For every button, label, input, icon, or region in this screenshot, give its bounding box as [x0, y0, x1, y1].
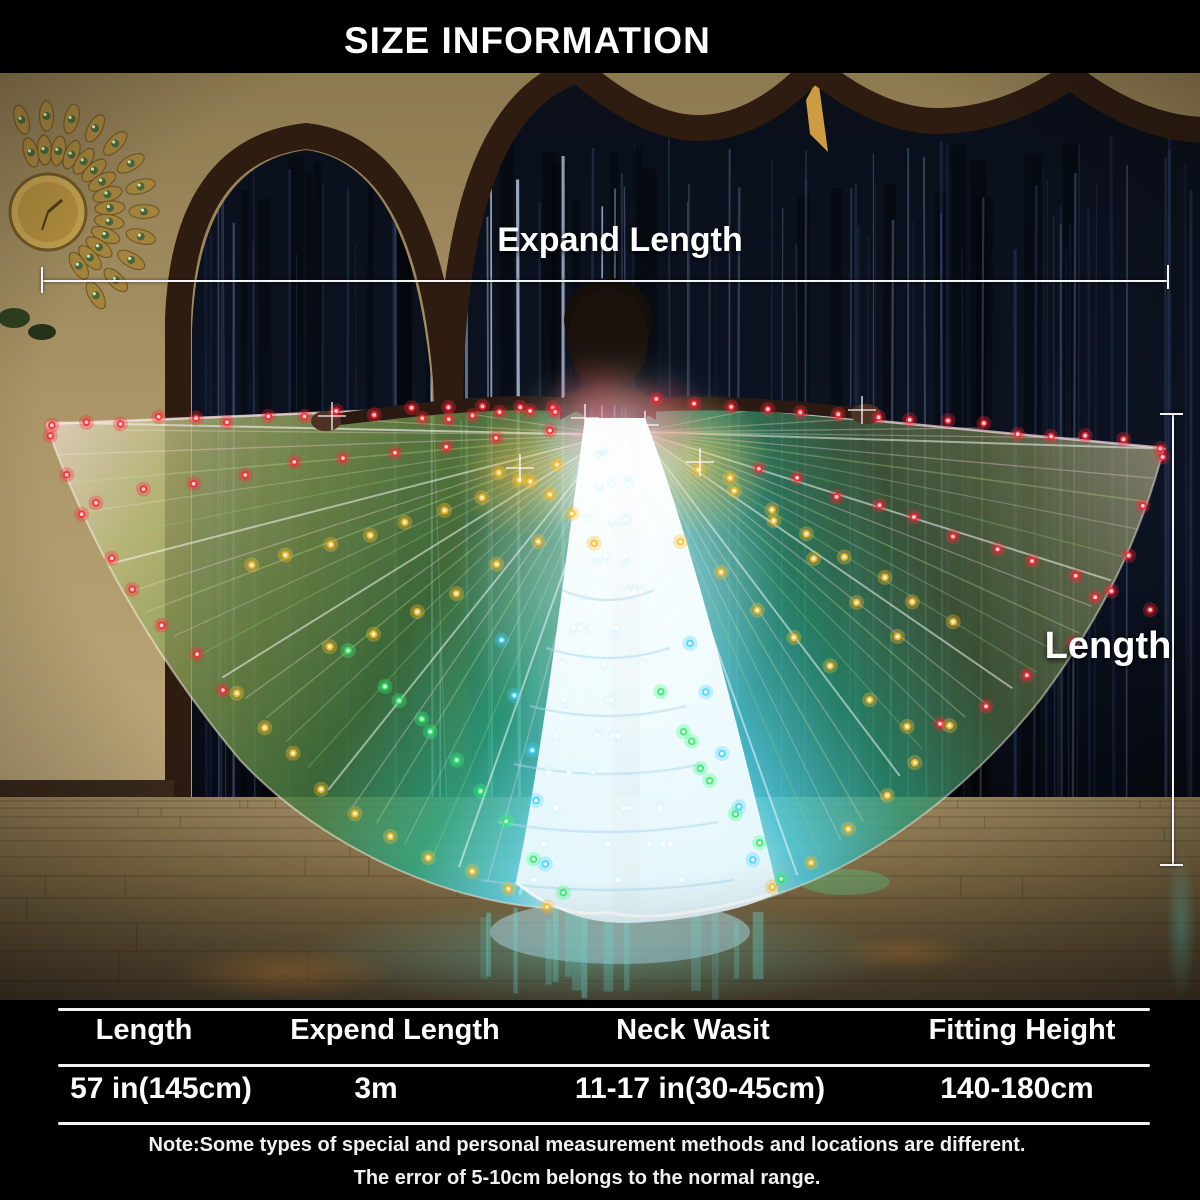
note-line-2: The error of 5-10cm belongs to the norma…: [353, 1167, 821, 1189]
table-divider-bottom: [58, 1122, 1150, 1125]
col-header-length: Length: [95, 1014, 193, 1046]
vignette: [0, 73, 1200, 1000]
col-header-neck-waist: Neck Wasit: [616, 1014, 770, 1046]
page-title: SIZE INFORMATION: [344, 20, 711, 61]
length-label: Length: [1044, 625, 1172, 667]
led-wings-photo: [0, 73, 1200, 1000]
length-tick-top: [1160, 413, 1183, 415]
note-line-1: Note:Some types of special and personal …: [148, 1134, 1026, 1156]
value-length: 57 in(145cm): [70, 1072, 252, 1105]
length-line: [1172, 414, 1174, 866]
col-header-expend-length: Expend Length: [290, 1014, 500, 1046]
value-fitting-height: 140-180cm: [940, 1072, 1094, 1105]
expand-length-line: [42, 280, 1169, 282]
product-photo: Expand Length Length: [0, 73, 1200, 1000]
expand-length-tick-left: [41, 267, 43, 293]
value-neck-waist: 11-17 in(30-45cm): [574, 1072, 826, 1105]
size-table: Length Expend Length Neck Wasit Fitting …: [0, 1000, 1200, 1200]
length-tick-bottom: [1160, 864, 1183, 866]
col-header-fitting-height: Fitting Height: [928, 1014, 1116, 1046]
table-divider-middle: [58, 1064, 1150, 1067]
title-bar: SIZE INFORMATION: [0, 0, 1200, 73]
expand-length-label: Expand Length: [497, 221, 743, 259]
expand-length-tick-right: [1167, 265, 1169, 289]
table-divider-top: [58, 1008, 1150, 1011]
value-expend-length: 3m: [354, 1072, 398, 1105]
